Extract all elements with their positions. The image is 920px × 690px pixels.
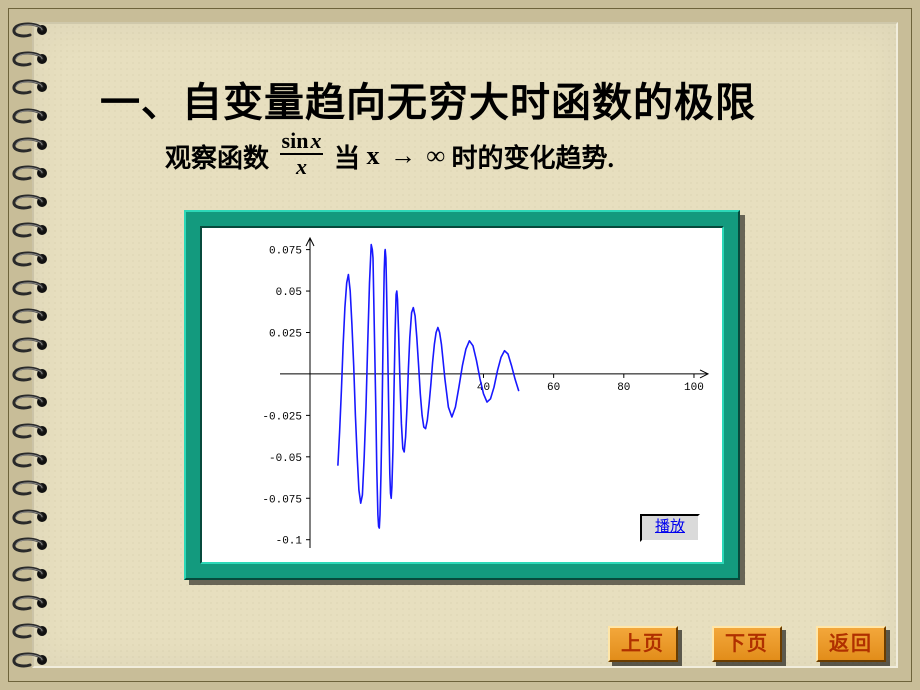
back-button[interactable]: 返回 — [816, 626, 886, 662]
chart-panel: -0.1-0.075-0.05-0.0250.0250.050.07540608… — [184, 210, 740, 580]
svg-text:-0.05: -0.05 — [269, 453, 302, 465]
svg-text:100: 100 — [684, 382, 704, 394]
fraction: sinx x — [280, 130, 324, 178]
arrow-symbol: → — [390, 141, 416, 171]
svg-text:0.05: 0.05 — [276, 287, 302, 299]
svg-text:60: 60 — [547, 382, 560, 394]
svg-text:-0.025: -0.025 — [262, 411, 302, 423]
nav-bar: 上页 下页 返回 — [608, 626, 886, 662]
chart-inner: -0.1-0.075-0.05-0.0250.0250.050.07540608… — [200, 226, 724, 564]
infinity-symbol: ∞ — [426, 141, 445, 171]
slide-page: 一、自变量趋向无穷大时函数的极限 观察函数 sinx x 当 x → ∞ 时的变… — [0, 0, 920, 690]
chart-svg: -0.1-0.075-0.05-0.0250.0250.050.07540608… — [202, 228, 722, 562]
page-title: 一、自变量趋向无穷大时函数的极限 — [100, 70, 880, 128]
play-button[interactable]: 播放 — [640, 514, 700, 542]
subtitle-post: 时的变化趋势. — [452, 138, 615, 175]
subtitle-pre: 观察函数 — [165, 138, 269, 175]
subtitle-var: x — [366, 141, 379, 171]
fraction-numerator: sinx — [280, 130, 324, 152]
svg-text:0.025: 0.025 — [269, 328, 302, 340]
fraction-denominator: x — [280, 156, 324, 178]
page-subtitle: 观察函数 sinx x 当 x → ∞ 时的变化趋势. — [165, 132, 860, 192]
subtitle-mid1: 当 — [334, 138, 360, 175]
prev-button[interactable]: 上页 — [608, 626, 678, 662]
svg-text:80: 80 — [617, 382, 630, 394]
svg-text:0.075: 0.075 — [269, 246, 302, 258]
svg-text:-0.1: -0.1 — [276, 536, 303, 548]
next-button[interactable]: 下页 — [712, 626, 782, 662]
svg-text:-0.075: -0.075 — [262, 494, 302, 506]
